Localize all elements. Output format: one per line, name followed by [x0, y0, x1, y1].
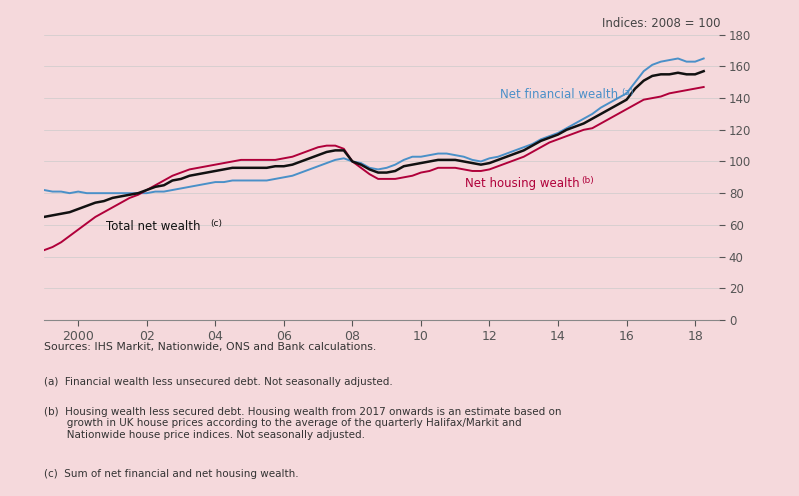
Text: Total net wealth: Total net wealth	[105, 220, 200, 233]
Text: Indices: 2008 = 100: Indices: 2008 = 100	[602, 17, 721, 30]
Text: (c): (c)	[210, 219, 222, 228]
Text: (b): (b)	[582, 176, 594, 185]
Text: (a): (a)	[622, 87, 634, 97]
Text: (c)  Sum of net financial and net housing wealth.: (c) Sum of net financial and net housing…	[44, 469, 299, 479]
Text: Sources: IHS Markit, Nationwide, ONS and Bank calculations.: Sources: IHS Markit, Nationwide, ONS and…	[44, 342, 376, 352]
Text: Net financial wealth: Net financial wealth	[499, 88, 618, 101]
Text: (b)  Housing wealth less secured debt. Housing wealth from 2017 onwards is an es: (b) Housing wealth less secured debt. Ho…	[44, 407, 562, 440]
Text: Net housing wealth: Net housing wealth	[466, 177, 580, 190]
Text: (a)  Financial wealth less unsecured debt. Not seasonally adjusted.: (a) Financial wealth less unsecured debt…	[44, 377, 392, 387]
